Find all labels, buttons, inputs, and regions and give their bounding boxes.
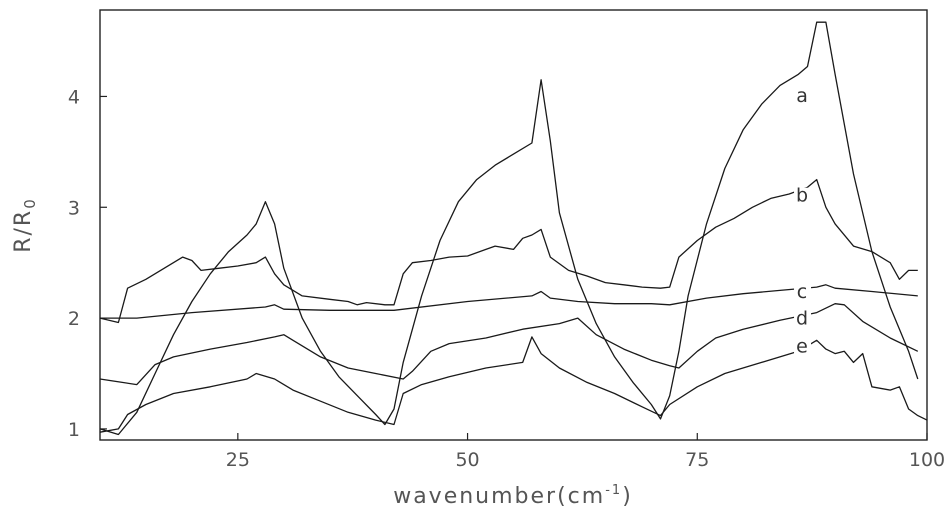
y-tick-label: 1: [68, 419, 80, 441]
x-axis-title: wavenumber(cm-1): [393, 483, 633, 509]
series-label-b: b: [796, 185, 808, 207]
y-tick-label: 2: [68, 308, 80, 330]
y-axis-title: R/R0: [11, 197, 39, 253]
x-tick-label: 25: [226, 449, 250, 471]
series-label-bg: [794, 87, 812, 108]
series-label-bg: [794, 284, 812, 305]
x-tick-label: 100: [909, 449, 945, 471]
series-label-bg: [794, 187, 812, 208]
series-label-bg: [794, 310, 812, 331]
axis-ticks: 25 50 75 100 1 2 3 4: [68, 86, 945, 471]
series-label-c: c: [797, 281, 807, 303]
series-labels: a b cde: [794, 85, 812, 359]
x-tick-label: 50: [455, 449, 479, 471]
series-line-c: [100, 284, 918, 319]
x-tick-label: 75: [685, 449, 709, 471]
series-label-d: d: [796, 308, 808, 330]
series-label-e: e: [796, 335, 808, 357]
series-line-d: [99, 303, 919, 386]
series-label-bg: [794, 338, 812, 359]
plot-frame: [99, 9, 928, 441]
y-tick-label: 4: [68, 86, 80, 108]
series-label-a: a: [796, 85, 808, 107]
y-tick-label: 3: [68, 197, 80, 219]
series-line-a: [99, 21, 919, 436]
series-line-e: [99, 336, 928, 433]
